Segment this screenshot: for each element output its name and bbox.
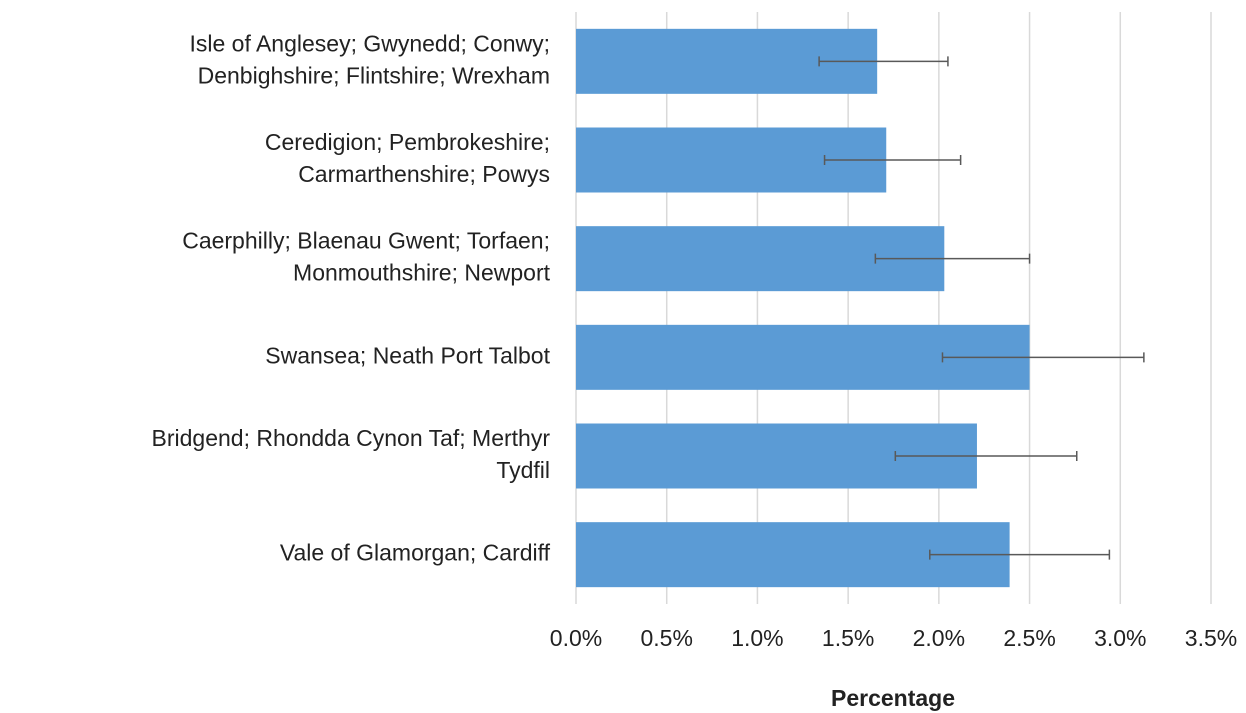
y-tick-label: Swansea; Neath Port Talbot xyxy=(265,342,550,368)
y-tick-label: Vale of Glamorgan; Cardiff xyxy=(280,540,551,566)
error-bar xyxy=(818,56,949,67)
y-tick-label: Bridgend; Rhondda Cynon Taf; Merthyr Tydf… xyxy=(152,425,551,483)
label-line: Ceredigion; Pembrokeshire; xyxy=(265,129,550,155)
label-line: Bridgend; Rhondda Cynon Taf; Merthyr xyxy=(152,425,551,451)
x-tick-label: 0.5% xyxy=(640,625,692,651)
label-line: Vale of Glamorgan; Cardiff xyxy=(280,540,551,566)
error-bar xyxy=(894,451,1078,461)
x-axis-title: Percentage xyxy=(831,685,955,711)
error-bar xyxy=(929,549,1111,560)
x-tick-label: 2.5% xyxy=(1003,625,1055,651)
label-line: Carmarthenshire; Powys xyxy=(298,161,550,187)
error-bar xyxy=(823,155,962,165)
y-tick-label: Isle of Anglesey; Gwynedd; Conwy; Denbigh… xyxy=(189,30,550,88)
x-tick-label: 3.5% xyxy=(1185,625,1237,651)
label-line: Tydfil xyxy=(496,457,550,483)
x-tick-label: 1.0% xyxy=(731,625,783,651)
label-line: Denbighshire; Flintshire; Wrexham xyxy=(198,62,550,88)
y-tick-label: Caerphilly; Blaenau Gwent; Torfaen; Monmo… xyxy=(182,228,550,286)
label-line: Swansea; Neath Port Talbot xyxy=(265,342,550,368)
y-tick-label: Ceredigion; Pembrokeshire; Carmarthenshir… xyxy=(265,129,550,187)
error-bar xyxy=(941,352,1145,363)
label-line: Caerphilly; Blaenau Gwent; Torfaen; xyxy=(182,228,550,254)
x-tick-label: 2.0% xyxy=(913,625,965,651)
label-line: Isle of Anglesey; Gwynedd; Conwy; xyxy=(189,30,550,56)
error-bar xyxy=(874,253,1031,264)
label-line: Monmouthshire; Newport xyxy=(293,260,551,286)
x-tick-label: 0.0% xyxy=(550,625,602,651)
x-tick-label: 1.5% xyxy=(822,625,874,651)
x-tick-label: 3.0% xyxy=(1094,625,1146,651)
